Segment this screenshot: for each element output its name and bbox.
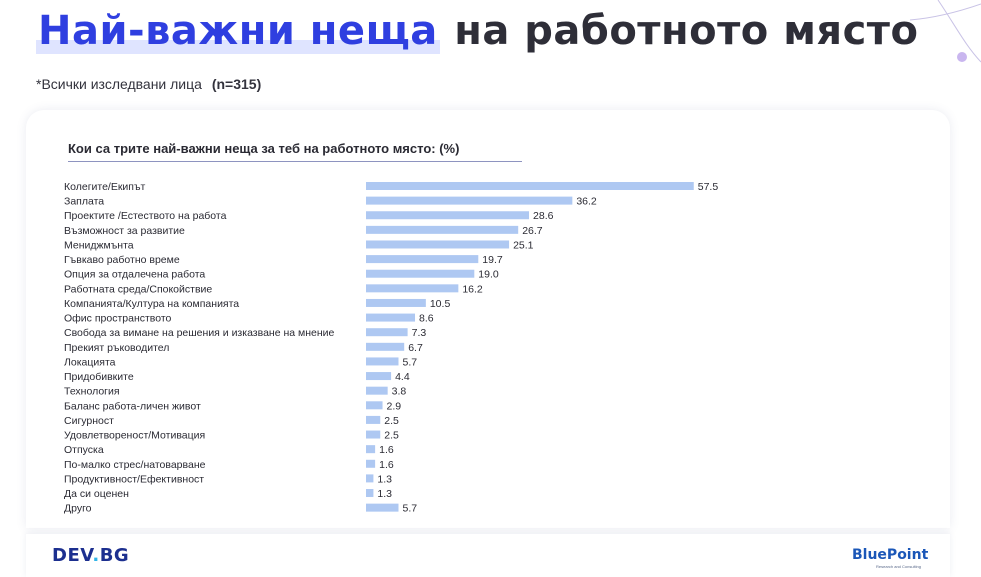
devbg-logo-dot: . [92, 545, 100, 566]
category-label: Възможност за развитие [64, 225, 185, 237]
value-label: 1.6 [379, 459, 394, 471]
category-label: Прекият ръководител [64, 342, 169, 354]
bar [366, 225, 519, 234]
bar [366, 474, 374, 483]
decorative-lines-icon [909, 0, 981, 63]
bar [366, 489, 374, 498]
bar [366, 211, 530, 220]
value-label: 28.6 [533, 210, 554, 222]
category-label: Друго [64, 503, 92, 515]
devbg-logo: DEV.BG [52, 545, 129, 566]
value-label: 4.4 [395, 371, 410, 383]
bar [366, 298, 426, 307]
value-label: 1.3 [377, 488, 392, 500]
category-label: Работната среда/Спокойствие [64, 283, 212, 295]
bar [366, 445, 376, 454]
title-highlight: Най-важни неща [36, 8, 440, 54]
bar [366, 459, 376, 468]
footer-bar [26, 534, 950, 577]
category-label: Офис пространството [64, 313, 172, 325]
value-label: 5.7 [402, 503, 417, 515]
category-label: Свобода за вимане на решения и изказване… [64, 327, 335, 339]
bar [366, 415, 381, 424]
category-label: Придобивките [64, 371, 134, 383]
category-label: Заплата [64, 196, 104, 208]
category-label: Проектите /Естеството на работа [64, 210, 227, 222]
bar [366, 386, 388, 395]
value-label: 8.6 [419, 313, 434, 325]
value-label: 3.8 [392, 386, 407, 398]
bar [366, 240, 510, 249]
category-label: Удовлетвореност/Мотивация [64, 430, 205, 442]
category-label: Баланс работа-личен живот [64, 400, 201, 412]
category-label: По-малко стрес/натоварване [64, 459, 206, 471]
bluepoint-logo-sub: Research and Consulting [876, 564, 921, 569]
category-label: Опция за отдалечена работа [64, 269, 205, 281]
bar [366, 313, 416, 322]
category-label: Локацията [64, 356, 116, 368]
value-label: 7.3 [412, 327, 427, 339]
chart-title-underline [68, 161, 522, 162]
category-label: Гъвкаво работно време [64, 254, 180, 266]
value-label: 2.9 [387, 400, 402, 412]
sample-size: (n=315) [211, 76, 262, 92]
value-label: 1.6 [379, 444, 394, 456]
value-label: 5.7 [402, 356, 417, 368]
value-label: 26.7 [522, 225, 543, 237]
category-label: Мениджмънта [64, 239, 134, 251]
page-title: Най-важни неща на работното място [36, 8, 918, 54]
title-rest: на работното място [454, 8, 919, 54]
category-label: Компанията/Култура на компанията [64, 298, 239, 310]
bar [366, 182, 694, 190]
value-label: 57.5 [698, 181, 719, 193]
value-label: 36.2 [576, 196, 597, 208]
category-label: Колегите/Екипът [64, 181, 146, 193]
value-label: 16.2 [462, 283, 483, 295]
category-label: Отпуска [64, 444, 104, 456]
chart-title: Кои са трите най-важни неща за теб на ра… [68, 141, 460, 156]
bar [366, 372, 392, 381]
bar [366, 328, 408, 337]
bar [366, 284, 459, 293]
sample-note: *Всички изследвани лица (n=315) [36, 76, 261, 92]
value-label: 6.7 [408, 342, 423, 354]
value-label: 25.1 [513, 239, 534, 251]
category-label: Технология [64, 386, 120, 398]
value-label: 2.5 [384, 430, 399, 442]
value-label: 19.0 [478, 269, 499, 281]
bar [366, 269, 475, 278]
value-label: 19.7 [482, 254, 503, 266]
value-label: 2.5 [384, 415, 399, 427]
bar [366, 255, 479, 264]
chart-card [26, 110, 950, 528]
value-label: 1.3 [377, 473, 392, 485]
devbg-logo-a: DEV [52, 545, 93, 566]
bar [366, 342, 405, 351]
category-label: Сигурност [64, 415, 114, 427]
bar [366, 430, 381, 439]
category-label: Продуктивност/Ефективност [64, 473, 204, 485]
category-label: Да си оценен [64, 488, 129, 500]
bar [366, 503, 399, 512]
sample-note-text: *Всички изследвани лица [36, 76, 202, 92]
bar [366, 401, 383, 410]
bluepoint-logo: BluePoint [852, 547, 929, 563]
devbg-logo-b: BG [99, 545, 130, 566]
bar [366, 196, 573, 205]
value-label: 10.5 [430, 298, 451, 310]
bar [366, 357, 399, 366]
